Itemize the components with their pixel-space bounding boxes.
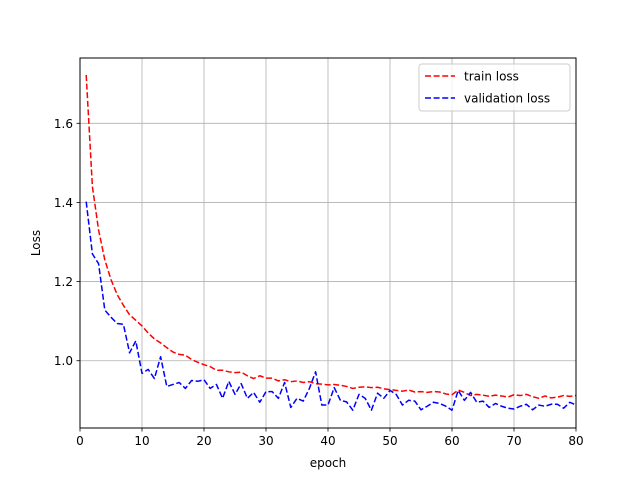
legend-label-train-loss: train loss — [464, 70, 519, 84]
y-tick-label: 1.0 — [54, 354, 73, 368]
x-tick-label: 60 — [444, 434, 459, 448]
x-tick-label: 0 — [76, 434, 84, 448]
legend: train loss validation loss — [418, 63, 571, 112]
y-axis-label: Loss — [29, 230, 43, 256]
x-tick-label: 80 — [568, 434, 583, 448]
x-tick-label: 10 — [134, 434, 149, 448]
y-tick-label: 1.6 — [54, 117, 73, 131]
x-axis-label: epoch — [310, 456, 347, 470]
x-tick-label: 50 — [382, 434, 397, 448]
axis-ticks: 0 10 20 30 40 50 60 70 80 1.0 1.2 1.4 1.6 — [54, 117, 584, 448]
x-tick-label: 30 — [258, 434, 273, 448]
legend-label-validation-loss: validation loss — [464, 92, 550, 106]
series-line-train-loss — [85, 74, 577, 400]
series-line-validation-loss — [85, 201, 577, 411]
y-tick-label: 1.2 — [54, 275, 73, 289]
grid-lines — [79, 58, 577, 428]
x-tick-label: 40 — [320, 434, 335, 448]
legend-box — [418, 63, 571, 112]
x-tick-label: 20 — [196, 434, 211, 448]
y-tick-label: 1.4 — [54, 196, 73, 210]
x-tick-label: 70 — [506, 434, 521, 448]
series-layer — [85, 74, 577, 411]
